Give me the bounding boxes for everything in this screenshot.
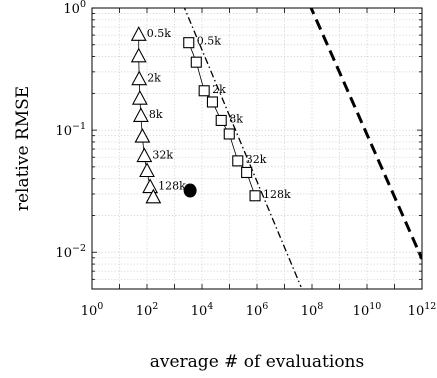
circle-marker — [183, 183, 197, 198]
y-axis-label: relative RMSE — [13, 86, 33, 211]
triangle-marker — [130, 26, 147, 41]
triangle-marker — [142, 178, 159, 194]
square-marker — [232, 155, 244, 167]
triangle-marker — [145, 188, 162, 204]
x-axis-label: average # of evaluations — [150, 352, 364, 372]
triangle-marker — [131, 89, 148, 105]
square-marker — [183, 37, 195, 49]
triangle-marker — [139, 162, 155, 178]
y-tick-label: 10−2 — [55, 243, 86, 261]
reference-lines — [183, 8, 422, 288]
point-labels: 0.5k 2k 8k 32k 128k 0.5k 2k 8k 32k 128k — [147, 27, 291, 201]
plot-frame — [91, 7, 423, 290]
triangle-marker — [130, 47, 147, 63]
square-marker — [223, 128, 235, 140]
point-label: 0.5k — [197, 35, 221, 48]
square-marker — [215, 114, 227, 126]
point-label: 32k — [152, 148, 173, 161]
triangle-marker — [132, 107, 149, 122]
square-marker — [249, 190, 261, 202]
triangle-marker — [134, 127, 151, 143]
square-marker — [241, 166, 253, 179]
point-label: 8k — [149, 108, 163, 121]
grid — [92, 8, 422, 290]
triangle-marker — [131, 70, 148, 86]
x-tick-label: 1010 — [353, 301, 382, 319]
x-tick-label: 100 — [81, 301, 104, 319]
series-line — [138, 35, 154, 198]
x-tick-label: 104 — [191, 301, 214, 319]
y-tick-label: 100 — [63, 0, 86, 17]
triangle-marker — [136, 147, 153, 163]
series — [130, 26, 261, 204]
y-tick-label: 10−1 — [55, 121, 86, 139]
square-marker — [206, 96, 219, 108]
point-label: 128k — [263, 188, 291, 201]
point-label: 8k — [229, 112, 243, 125]
point-label: 32k — [246, 153, 267, 166]
square-marker — [190, 56, 202, 68]
x-tick-label: 102 — [136, 301, 159, 319]
tick-labels: 100 102 104 106 108 1010 1012 100 10−1 10−2 — [55, 0, 436, 319]
point-label: 128k — [158, 179, 186, 192]
point-label: 2k — [212, 83, 226, 96]
point-label: 0.5k — [147, 27, 171, 40]
x-tick-label: 1012 — [408, 301, 437, 319]
x-tick-label: 108 — [301, 301, 324, 319]
x-tick-label: 106 — [246, 301, 269, 319]
reference-line-dashed — [309, 8, 422, 260]
square-marker — [198, 85, 210, 97]
point-label: 2k — [147, 71, 161, 84]
